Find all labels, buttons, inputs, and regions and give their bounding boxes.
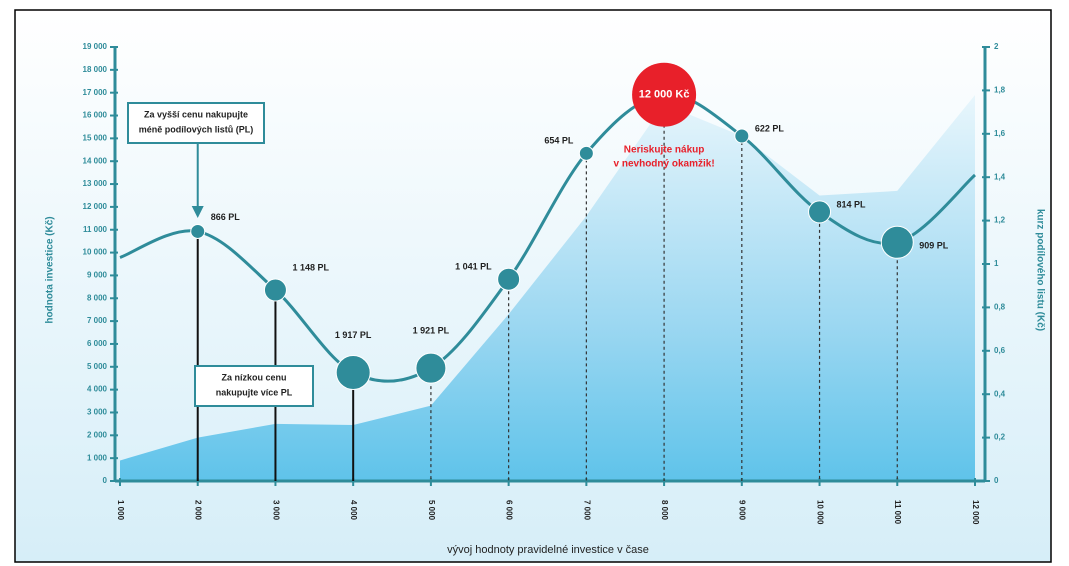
annotation-low-text: nakupujte více PL: [216, 387, 293, 397]
point-label: 622 PL: [755, 123, 785, 133]
y-tick-label: 7 000: [87, 316, 108, 325]
x-tick-label: 12 000: [971, 500, 980, 525]
y-tick-label: 8 000: [87, 293, 108, 302]
y-tick-label: 11 000: [83, 225, 108, 234]
y2-axis-label: kurz podílového listu (Kč): [1034, 209, 1045, 331]
x-tick-label: 6 000: [505, 500, 514, 521]
annotation-low-text: Za nízkou cenu: [221, 372, 286, 382]
x-tick-label: 5 000: [427, 500, 436, 521]
y2-tick-label: 1,8: [994, 86, 1006, 95]
dot: [263, 278, 287, 302]
dot: [335, 355, 371, 390]
y-tick-label: 18 000: [83, 65, 108, 74]
annotation-high-text: méně podílových listů (PL): [139, 124, 254, 134]
y-tick-label: 14 000: [83, 156, 108, 165]
x-tick-label: 1 000: [116, 500, 125, 521]
point-label: 654 PL: [544, 136, 574, 146]
point-label: 909 PL: [919, 241, 949, 251]
y-tick-label: 6 000: [87, 339, 108, 348]
y-tick-label: 5 000: [87, 362, 108, 371]
x-tick-label: 4 000: [349, 500, 358, 521]
y2-tick-label: 1,4: [994, 172, 1006, 181]
dot: [190, 223, 206, 239]
y-tick-label: 2 000: [87, 430, 108, 439]
x-tick-label: 7 000: [582, 500, 591, 521]
point-label: 1 148 PL: [292, 262, 329, 272]
dot: [880, 225, 914, 259]
x-tick-label: 11 000: [893, 500, 902, 525]
warning-text: v nevhodný okamžik!: [614, 159, 715, 170]
y-tick-label: 12 000: [83, 202, 108, 211]
y-tick-label: 1 000: [87, 453, 108, 462]
y-tick-label: 10 000: [83, 248, 108, 257]
annotation-low-box: [194, 365, 314, 407]
highlight-dot: [632, 62, 697, 127]
annotation-high-box: [127, 102, 265, 144]
point-label: 1 917 PL: [335, 330, 372, 340]
y-tick-label: 19 000: [83, 42, 108, 51]
y-tick-label: 4 000: [87, 385, 108, 394]
y-tick-label: 0: [103, 476, 108, 485]
y-axis-label: hodnota investice (Kč): [45, 216, 56, 323]
y-tick-label: 9 000: [87, 271, 108, 280]
y2-tick-label: 1,6: [994, 129, 1006, 138]
y2-tick-label: 0: [994, 476, 999, 485]
y-tick-label: 3 000: [87, 408, 108, 417]
warning-text: Neriskujte nákup: [624, 145, 705, 156]
x-tick-label: 3 000: [271, 500, 280, 521]
point-label: 866 PL: [211, 212, 241, 222]
y-tick-label: 17 000: [83, 88, 108, 97]
x-tick-label: 2 000: [194, 500, 203, 521]
y2-tick-label: 0,6: [994, 346, 1006, 355]
y2-tick-label: 1: [994, 259, 999, 268]
dot: [808, 200, 832, 224]
x-tick-label: 10 000: [815, 500, 824, 525]
y-tick-label: 16 000: [83, 111, 108, 120]
y-tick-label: 13 000: [83, 179, 108, 188]
dot: [578, 145, 594, 161]
x-tick-label: 9 000: [738, 500, 747, 521]
point-label: 1 921 PL: [413, 326, 450, 336]
arrow-head: [191, 206, 204, 218]
dot: [497, 267, 521, 291]
y-tick-label: 15 000: [83, 133, 108, 142]
highlight-label: 12 000 Kč: [639, 89, 690, 101]
y2-tick-label: 0,2: [994, 433, 1006, 442]
point-label: 1 041 PL: [455, 262, 492, 272]
y2-tick-label: 1,2: [994, 216, 1006, 225]
annotation-high-text: Za vyšší cenu nakupujte: [144, 109, 248, 119]
y2-tick-label: 0,4: [994, 389, 1006, 398]
point-label: 814 PL: [837, 199, 867, 209]
y2-tick-label: 2: [994, 42, 999, 51]
x-tick-label: 8 000: [660, 500, 669, 521]
dot: [415, 352, 447, 384]
dot: [734, 128, 750, 144]
y2-tick-label: 0,8: [994, 303, 1006, 312]
x-axis-label: vývoj hodnoty pravidelné investice v čas…: [447, 544, 649, 556]
area: [120, 94, 975, 482]
